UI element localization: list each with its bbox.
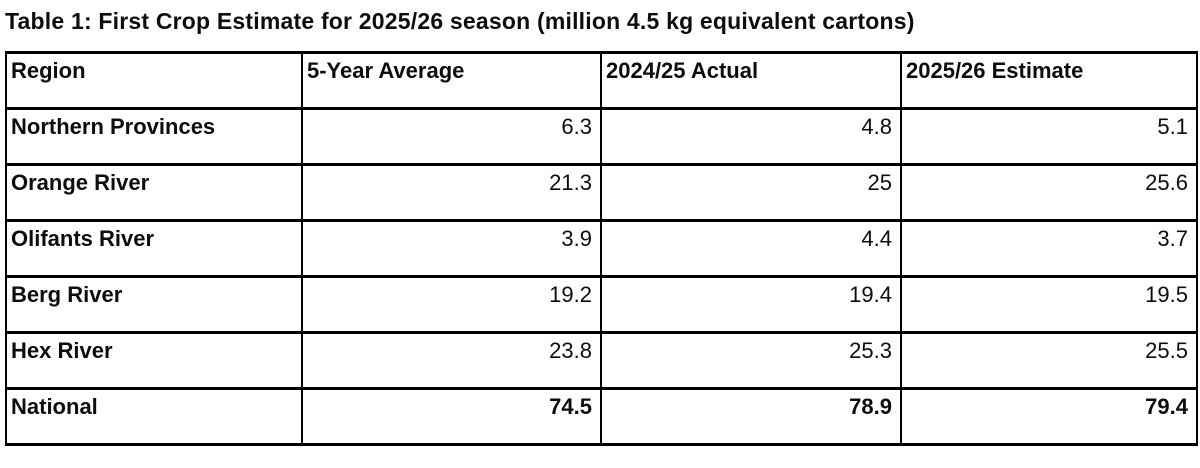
value-estimate: 5.1 xyxy=(900,107,1198,166)
region-label: Olifants River xyxy=(5,219,303,278)
value-estimate: 3.7 xyxy=(900,219,1198,278)
value-actual: 19.4 xyxy=(600,275,902,334)
column-header-region: Region xyxy=(5,51,303,110)
region-label: Hex River xyxy=(5,331,303,390)
crop-estimate-table: Region 5-Year Average 2024/25 Actual 202… xyxy=(5,51,1198,446)
region-label: Orange River xyxy=(5,163,303,222)
table-row-orange-river: Orange River 21.3 25 25.6 xyxy=(5,163,1198,222)
header-row: Region 5-Year Average 2024/25 Actual 202… xyxy=(5,51,1198,110)
document-page: Table 1: First Crop Estimate for 2025/26… xyxy=(5,8,1198,446)
value-5yr-avg: 6.3 xyxy=(301,107,602,166)
value-5yr-avg: 19.2 xyxy=(301,275,602,334)
value-estimate: 79.4 xyxy=(900,387,1198,446)
value-5yr-avg: 74.5 xyxy=(301,387,602,446)
table-row-northern-provinces: Northern Provinces 6.3 4.8 5.1 xyxy=(5,107,1198,166)
region-label: Berg River xyxy=(5,275,303,334)
value-actual: 4.4 xyxy=(600,219,902,278)
region-label: Northern Provinces xyxy=(5,107,303,166)
value-estimate: 25.6 xyxy=(900,163,1198,222)
value-5yr-avg: 23.8 xyxy=(301,331,602,390)
value-actual: 25.3 xyxy=(600,331,902,390)
value-actual: 4.8 xyxy=(600,107,902,166)
column-header-estimate: 2025/26 Estimate xyxy=(900,51,1198,110)
value-estimate: 19.5 xyxy=(900,275,1198,334)
value-estimate: 25.5 xyxy=(900,331,1198,390)
value-5yr-avg: 3.9 xyxy=(301,219,602,278)
region-label: National xyxy=(5,387,303,446)
table-row-olifants-river: Olifants River 3.9 4.4 3.7 xyxy=(5,219,1198,278)
table-row-national-total: National 74.5 78.9 79.4 xyxy=(5,387,1198,446)
column-header-5yr-avg: 5-Year Average xyxy=(301,51,602,110)
table-row-berg-river: Berg River 19.2 19.4 19.5 xyxy=(5,275,1198,334)
value-actual: 25 xyxy=(600,163,902,222)
table-row-hex-river: Hex River 23.8 25.3 25.5 xyxy=(5,331,1198,390)
value-actual: 78.9 xyxy=(600,387,902,446)
column-header-actual: 2024/25 Actual xyxy=(600,51,902,110)
value-5yr-avg: 21.3 xyxy=(301,163,602,222)
table-title: Table 1: First Crop Estimate for 2025/26… xyxy=(5,8,915,34)
